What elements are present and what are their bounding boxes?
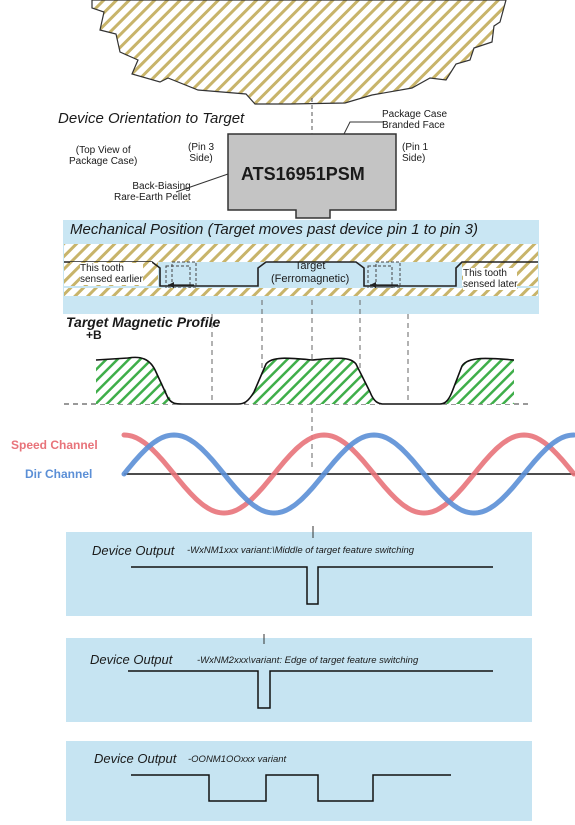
package-case-label: Package Case Branded Face — [382, 109, 448, 131]
dir-channel-wave — [121, 432, 575, 516]
output-label-3: Device Output — [94, 751, 177, 766]
top-view-label: (Top View of Package Case) — [69, 145, 138, 167]
device-name: ATS16951PSM — [241, 164, 365, 184]
output-variant-2: -WxNM2xxx\variant: Edge of target featur… — [197, 655, 419, 666]
target-label: Target (Ferromagnetic) — [271, 260, 350, 285]
orientation-title: Device Orientation to Target — [58, 110, 245, 127]
magnetic-title: Target Magnetic Profile — [66, 314, 221, 330]
tooth-earlier-label: This tooth sensed earlier — [80, 263, 143, 285]
output-panel-3 — [66, 741, 532, 821]
output-variant-3: -OONM1OOxxx variant — [188, 754, 287, 765]
output-label-2: Device Output — [90, 652, 173, 667]
speed-channel-label: Speed Channel — [11, 438, 98, 452]
pin3-label: (Pin 3 Side) — [188, 142, 215, 164]
output-panel-2 — [66, 638, 532, 722]
output-label-1: Device Output — [92, 543, 175, 558]
output-panel-1 — [66, 532, 532, 616]
magnetic-axis-label: +B — [86, 328, 102, 342]
pellet-label: Back-Biasing Rare-Earth Pellet — [114, 181, 191, 203]
mechanical-title: Mechanical Position (Target moves past d… — [70, 221, 478, 238]
output-variant-1: -WxNM1xxx variant:\Middle of target feat… — [187, 545, 415, 556]
dir-channel-label: Dir Channel — [25, 467, 93, 481]
pin1-label: (Pin 1 Side) — [402, 142, 429, 164]
tooth-later-label: This tooth sensed later — [463, 268, 518, 290]
